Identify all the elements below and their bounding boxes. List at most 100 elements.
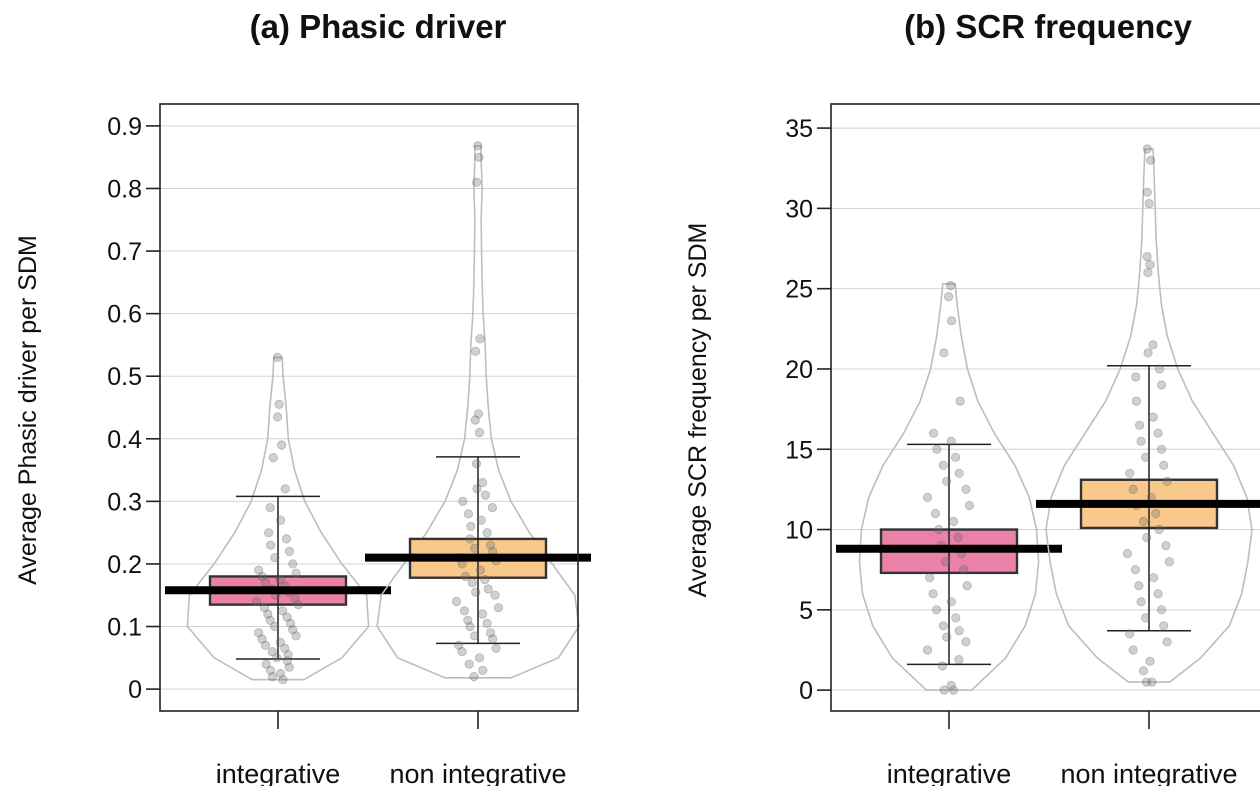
panel-b-plot: 0 5 10 15 20 25 30 35 integrative non integrative xyxy=(785,103,1260,789)
panel-b-non-integrative-point xyxy=(1148,412,1158,422)
panel-a-integrative-point xyxy=(268,452,278,463)
panel-b-non-integrative-point xyxy=(1125,468,1135,478)
panel-b-non-integrative-point xyxy=(1148,573,1159,583)
panel-b-integrative-point xyxy=(928,428,939,438)
panel-b-non-integrative-point xyxy=(1157,380,1167,390)
panel-b-non-integrative-point xyxy=(1128,484,1138,494)
panel-a-integrative-point xyxy=(275,515,286,525)
panel-b-integrative-point xyxy=(942,476,952,486)
panel-b-integrative-point xyxy=(964,500,975,511)
panel-b-integrative-point xyxy=(945,280,956,291)
panel-a-integrative-point xyxy=(274,399,284,409)
panel-a-integrative-point xyxy=(266,540,276,550)
panel-b-non-integrative-point xyxy=(1141,613,1151,623)
panel-b-non-integrative-point xyxy=(1151,508,1161,519)
panel-b-non-integrative-point xyxy=(1131,372,1141,382)
panel-a-non-integrative-point xyxy=(469,543,480,553)
panel-b-non-integrative-point xyxy=(1141,452,1151,462)
panel-b-integrative-point xyxy=(962,581,972,591)
panel-b-non-integrative-point xyxy=(1156,444,1167,454)
panel-b-integrative-point xyxy=(946,597,956,607)
panel-a-plot-frame xyxy=(159,103,579,712)
panel-a-non-integrative-point xyxy=(477,609,488,619)
panel-b-non-integrative-point xyxy=(1138,516,1148,527)
panel-b-integrative-point xyxy=(961,484,971,494)
panel-b-integrative-point xyxy=(939,348,949,358)
panel-b-integrative-point xyxy=(959,565,969,575)
panel-b-integrative-point xyxy=(946,316,957,326)
panel-a-y-axis-label: Average Phasic driver per SDM xyxy=(14,235,42,585)
panel-b-non-integrative-point xyxy=(1135,420,1145,430)
panel-b-non-integrative-point xyxy=(1162,637,1172,647)
panel-a-non-integrative-point xyxy=(472,177,482,187)
panel-a-y-tick-label: 0.5 xyxy=(107,363,142,391)
panel-a-non-integrative-point xyxy=(475,565,485,575)
panel-b-non-integrative-point xyxy=(1143,348,1153,358)
panel-a-non-integrative-point xyxy=(459,606,469,616)
panel-b-non-integrative-point xyxy=(1136,597,1146,607)
panel-a-integrative-point xyxy=(272,653,282,663)
panel-a-non-integrative-point xyxy=(474,152,484,162)
panel-b-non-integrative-point xyxy=(1142,532,1152,543)
panel-b-non-integrative-point xyxy=(1122,548,1133,559)
panel-b-integrative-point xyxy=(925,573,935,583)
panel-a-integrative-point xyxy=(272,352,283,362)
panel-b-non-integrative-point xyxy=(1164,557,1175,567)
panel-a-integrative-point xyxy=(267,671,277,682)
panel-b-non-integrative-point xyxy=(1145,656,1155,666)
panel-a-integrative-point xyxy=(280,484,290,494)
panel-a-non-integrative-point xyxy=(465,621,475,632)
panel-b-y-tick-label: 10 xyxy=(785,517,813,545)
panel-b-integrative-point xyxy=(922,645,933,655)
panel-a-non-integrative-point xyxy=(491,643,501,654)
panel-a-y-tick-label: 0.9 xyxy=(107,113,142,141)
panel-a-non-integrative-point xyxy=(482,618,492,629)
panel-b-non-integrative-point xyxy=(1153,589,1163,599)
panel-b-non-integrative-point xyxy=(1138,666,1149,676)
panel-a-non-integrative-point xyxy=(469,631,480,641)
panel-b-integrative-point xyxy=(954,626,964,636)
panel-a-non-integrative-point xyxy=(470,346,481,356)
panel-a-integrative-point xyxy=(282,656,292,666)
panel-a-non-integrative-point xyxy=(482,528,492,538)
panel-a-plot: 0 0.1 0.2 0.3 0.4 0.5 0.6 0.7 0.8 0.9 integrative n… xyxy=(107,103,591,789)
panel-a-integrative-point xyxy=(278,675,288,685)
panel-b-non-integrative-point xyxy=(1154,524,1164,535)
panel-b-integrative-point xyxy=(938,460,948,470)
panel-a-non-integrative-point xyxy=(477,477,488,488)
panel-b-non-integrative-point xyxy=(1146,155,1156,165)
panel-a-non-integrative-point xyxy=(474,427,485,438)
panel-a-integrative-point xyxy=(291,631,301,641)
panel-a-non-integrative-point xyxy=(490,590,500,600)
panel-a-integrative-point xyxy=(275,668,286,679)
panel-b-integrative-point xyxy=(932,444,942,454)
panel-a-y-tick-label: 0.1 xyxy=(107,614,142,642)
panel-a-integrative-point xyxy=(263,609,273,619)
panel-a-integrative-point xyxy=(259,603,269,613)
panel-b-y-tick-label: 5 xyxy=(799,597,813,625)
panel-a-integrative-point xyxy=(285,618,296,629)
panel-a-integrative-point xyxy=(254,565,264,575)
panel-b-integrative-point xyxy=(953,532,963,543)
panel-b-integrative-point xyxy=(948,685,959,695)
panel-a-integrative-violin xyxy=(186,356,370,681)
panel-a-integrative-point xyxy=(290,593,300,604)
panel-b-integrative-point xyxy=(938,621,948,631)
panel-a-title: (a) Phasic driver xyxy=(250,8,507,45)
panel-b-integrative-point xyxy=(939,685,949,695)
panel-b-integrative-point xyxy=(930,508,941,519)
panel-a-integrative-point xyxy=(265,615,275,625)
panel-a-non-integrative-point xyxy=(473,141,483,151)
panel-a-integrative-point xyxy=(261,659,271,669)
panel-a-non-integrative-point xyxy=(480,490,491,500)
panel-a-non-integrative-point xyxy=(471,587,481,597)
panel-b-plot-frame xyxy=(830,103,1260,712)
panel-b-y-tick-label: 25 xyxy=(785,276,813,304)
panel-b-integrative-point xyxy=(954,654,964,665)
panel-b-integrative-point xyxy=(928,589,938,599)
panel-b-integrative-point xyxy=(948,516,959,527)
panel-b-non-integrative-point xyxy=(1125,629,1135,639)
panel-a-integrative-category-label: integrative xyxy=(216,759,341,786)
panel-b-integrative-point xyxy=(951,613,961,623)
